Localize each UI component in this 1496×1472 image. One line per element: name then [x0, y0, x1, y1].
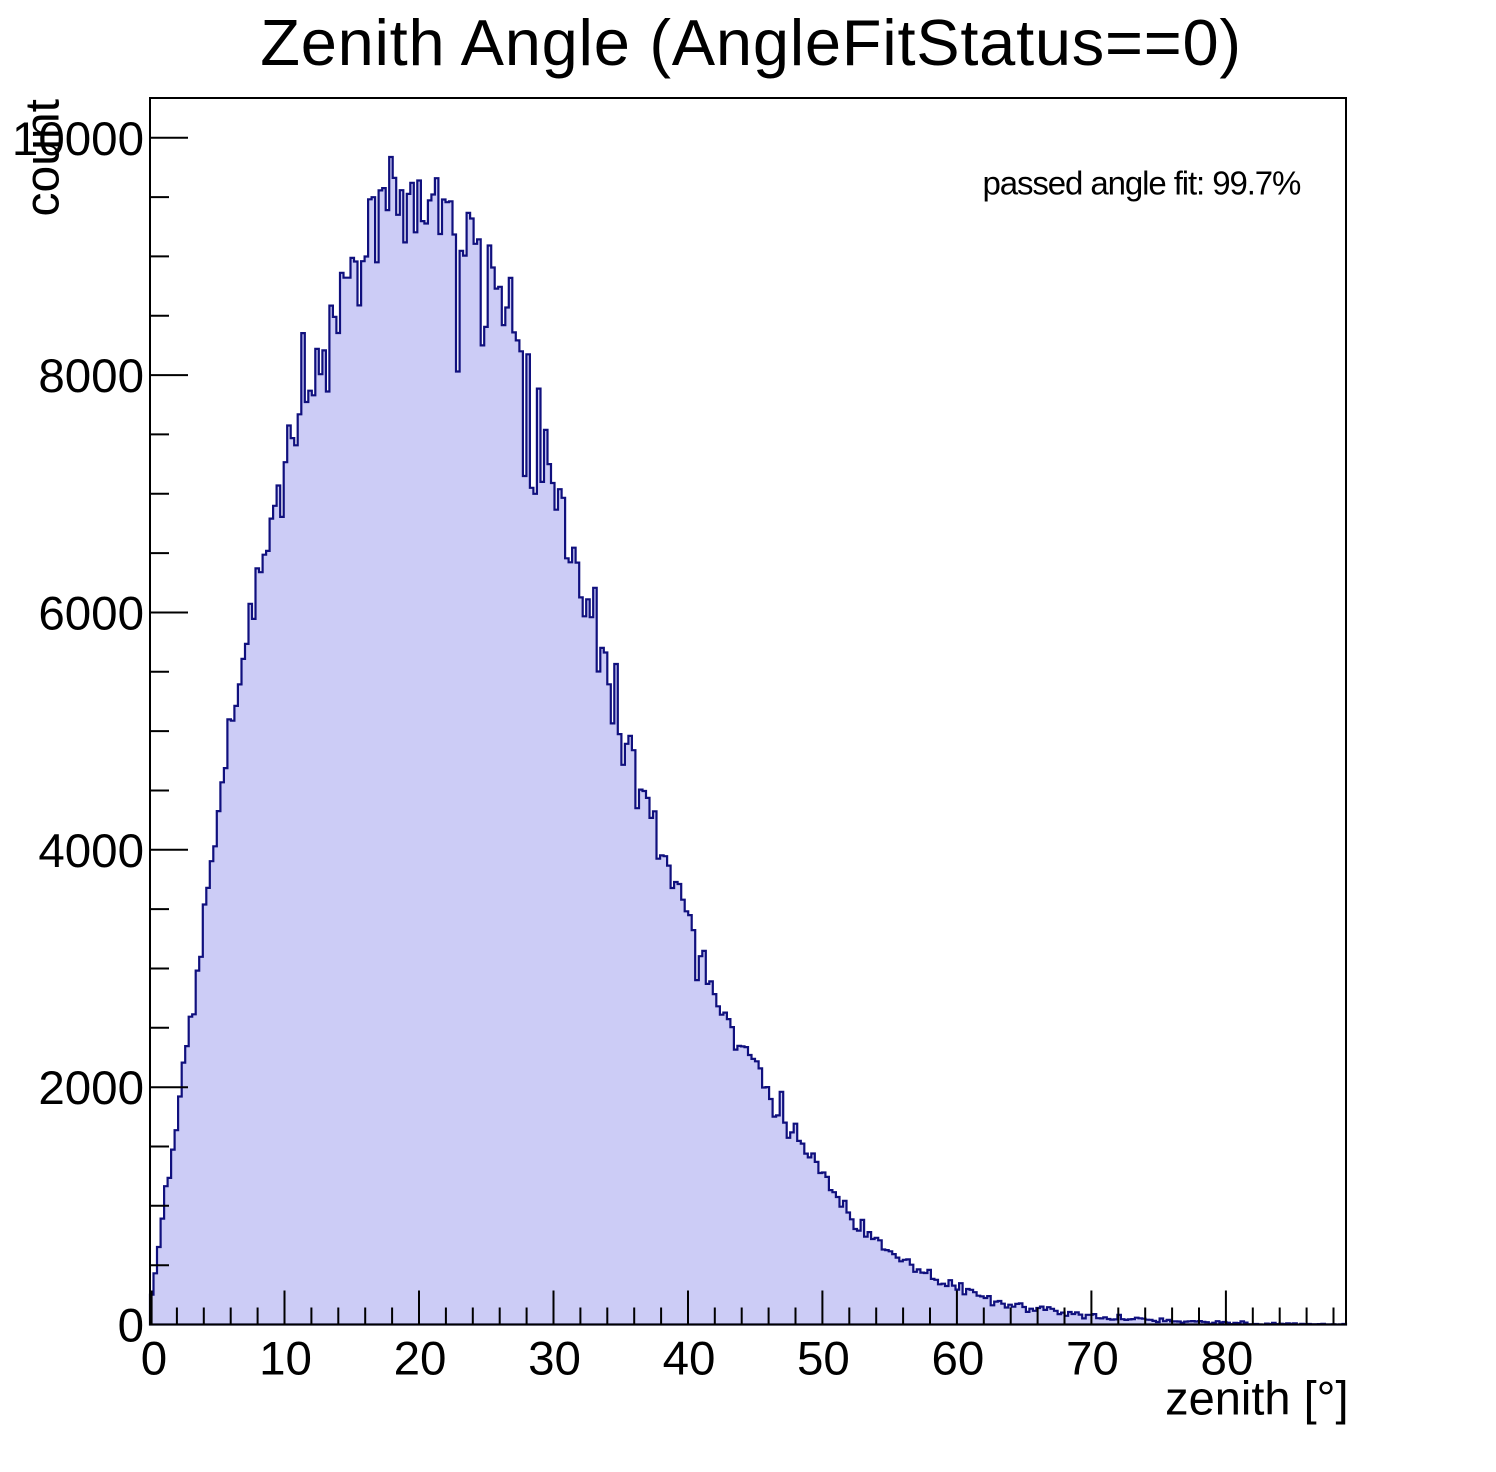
svg-text:50: 50 [797, 1333, 850, 1386]
svg-text:10000: 10000 [12, 113, 144, 166]
svg-text:0: 0 [118, 1300, 144, 1353]
svg-text:80: 80 [1200, 1333, 1253, 1386]
svg-text:0: 0 [141, 1333, 167, 1386]
svg-text:2000: 2000 [38, 1062, 144, 1115]
svg-text:40: 40 [663, 1333, 716, 1386]
svg-text:passed angle fit: 99.7%: passed angle fit: 99.7% [983, 165, 1302, 202]
svg-text:Zenith Angle (AngleFitStatus==: Zenith Angle (AngleFitStatus==0) [260, 6, 1242, 79]
svg-text:70: 70 [1066, 1333, 1119, 1386]
svg-text:60: 60 [931, 1333, 984, 1386]
svg-text:20: 20 [394, 1333, 447, 1386]
svg-text:6000: 6000 [38, 588, 144, 641]
svg-text:10: 10 [259, 1333, 312, 1386]
svg-text:4000: 4000 [38, 825, 144, 878]
svg-text:8000: 8000 [38, 350, 144, 403]
svg-text:30: 30 [528, 1333, 581, 1386]
svg-text:count: count [17, 99, 70, 216]
svg-text:zenith [°]: zenith [°] [1165, 1372, 1348, 1425]
